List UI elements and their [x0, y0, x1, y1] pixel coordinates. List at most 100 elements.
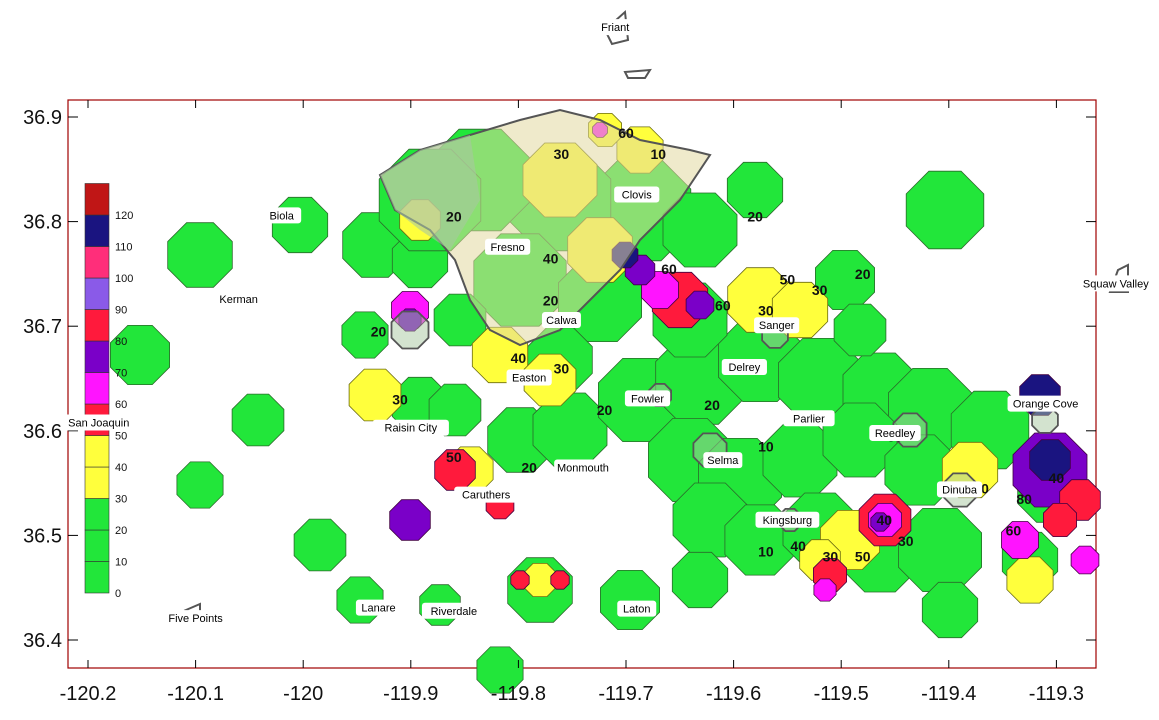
place-label: Clovis	[614, 186, 660, 203]
contour-value-label: 20	[597, 402, 613, 418]
place-label-bg	[936, 481, 983, 498]
place-label-bg	[355, 599, 402, 616]
place-label: Dinuba	[936, 481, 983, 498]
place-label: Orange Cove	[1007, 395, 1084, 412]
contour-zone-0-30	[671, 551, 729, 609]
contour-zone-0-30	[833, 303, 887, 357]
contour-zone-0-30	[176, 461, 224, 509]
contour-value-label: 20	[521, 460, 537, 476]
place-label-bg	[1007, 395, 1084, 412]
place-label-bg	[614, 186, 660, 203]
contour-value-label: 50	[780, 271, 796, 287]
place-label: Fowler	[624, 390, 671, 407]
contour-value-label: 20	[855, 266, 871, 282]
contour-zone-high	[1070, 545, 1100, 575]
place-label-bg	[372, 419, 449, 436]
contour-zone-0-30	[476, 646, 524, 694]
legend-swatch	[84, 466, 110, 499]
place-label: Laton	[617, 600, 657, 617]
place-label: Selma	[703, 452, 743, 469]
place-label: Five Points	[157, 610, 234, 627]
contour-value-label: 20	[371, 324, 387, 340]
y-tick-label: 36.7	[23, 316, 62, 338]
contour-value-label: 30	[392, 392, 408, 408]
x-tick-label: -119.8	[491, 683, 546, 705]
contour-value-label: 10	[650, 146, 666, 162]
legend-swatch	[84, 309, 110, 342]
x-tick-label: -119.9	[383, 683, 438, 705]
place-name: Selma	[707, 455, 739, 467]
legend-level-label: 0	[115, 588, 121, 600]
contour-value-label: 30	[823, 549, 839, 565]
place-label-bg	[216, 291, 262, 308]
legend-swatch	[84, 183, 110, 216]
contour-zone-30-50	[1006, 556, 1054, 604]
place-name: Parlier	[793, 413, 825, 425]
contour-zone-0-30	[110, 324, 171, 386]
contour-zone-0-30	[341, 311, 389, 359]
legend-swatch	[84, 372, 110, 405]
place-label-bg	[60, 414, 137, 431]
contour-value-label: 10	[758, 439, 774, 455]
contour-value-label: 60	[1006, 522, 1022, 538]
place-name: Calwa	[546, 315, 577, 327]
place-name: Kingsburg	[763, 515, 813, 527]
contour-value-label: 30	[898, 533, 914, 549]
legend-swatch	[84, 498, 110, 531]
place-label: Easton	[506, 369, 552, 386]
place-label-bg	[506, 369, 552, 386]
legend-level-label: 80	[115, 336, 127, 348]
legend-level-label: 50	[115, 431, 127, 443]
contour-value-label: 20	[543, 292, 559, 308]
legend-swatch	[84, 529, 110, 562]
place-name: San Joaquin	[68, 417, 129, 429]
place-label-bg	[454, 486, 519, 503]
place-label-bg	[869, 424, 921, 441]
place-label: Kerman	[216, 291, 262, 308]
legend-level-label: 90	[115, 305, 127, 317]
contour-value-label: 20	[446, 209, 462, 225]
legend-swatch	[84, 214, 110, 247]
place-name: Reedley	[875, 428, 916, 440]
contour-value-label: 60	[715, 298, 731, 314]
legend-level-label: 10	[115, 557, 127, 569]
color-legend: 0 10 20 30 40 50 60 70 80 90 100 110 120	[84, 183, 133, 600]
legend-level-label: 20	[115, 525, 127, 537]
y-tick-label: 36.8	[23, 212, 62, 234]
place-name: Biola	[269, 210, 294, 222]
place-label: Reedley	[869, 424, 921, 441]
place-label-layer: Friant Biola Fresno Clovis Kerman Squaw Valle…	[60, 19, 1157, 627]
friant-boundary-2	[623, 68, 652, 79]
place-label-bg	[421, 602, 486, 619]
legend-swatch	[84, 561, 110, 594]
place-label: Riverdale	[421, 602, 486, 619]
contour-value-label: 30	[554, 360, 570, 376]
place-label: Squaw Valley	[1074, 275, 1157, 292]
place-name: Fresno	[491, 242, 525, 254]
legend-swatch	[84, 277, 110, 310]
contour-zone-high	[510, 570, 530, 590]
place-name: Friant	[601, 22, 629, 34]
contour-zone-0-30	[293, 518, 347, 572]
place-label-bg	[703, 452, 743, 469]
x-tick-label: -120.2	[60, 683, 117, 705]
place-label-bg	[721, 359, 767, 376]
place-label: Kingsburg	[755, 511, 820, 528]
x-tick-label: -119.4	[921, 683, 976, 705]
contour-value-label: 40	[790, 538, 806, 554]
legend-level-label: 70	[115, 368, 127, 380]
y-tick-label: 36.5	[23, 525, 62, 547]
x-tick-label: -120	[283, 683, 323, 705]
legend-level-label: 120	[115, 210, 133, 222]
place-name: Orange Cove	[1013, 399, 1078, 411]
place-label-bg	[754, 317, 800, 334]
legend-swatch	[84, 246, 110, 279]
contour-zone-high	[685, 290, 715, 320]
place-label-bg	[755, 511, 820, 528]
place-name: Dinuba	[942, 484, 978, 496]
place-label: Calwa	[541, 311, 581, 328]
place-name: Easton	[512, 373, 546, 385]
y-tick-label: 36.6	[23, 421, 62, 443]
x-tick-label: -119.3	[1029, 683, 1084, 705]
place-label: Fresno	[485, 238, 531, 255]
